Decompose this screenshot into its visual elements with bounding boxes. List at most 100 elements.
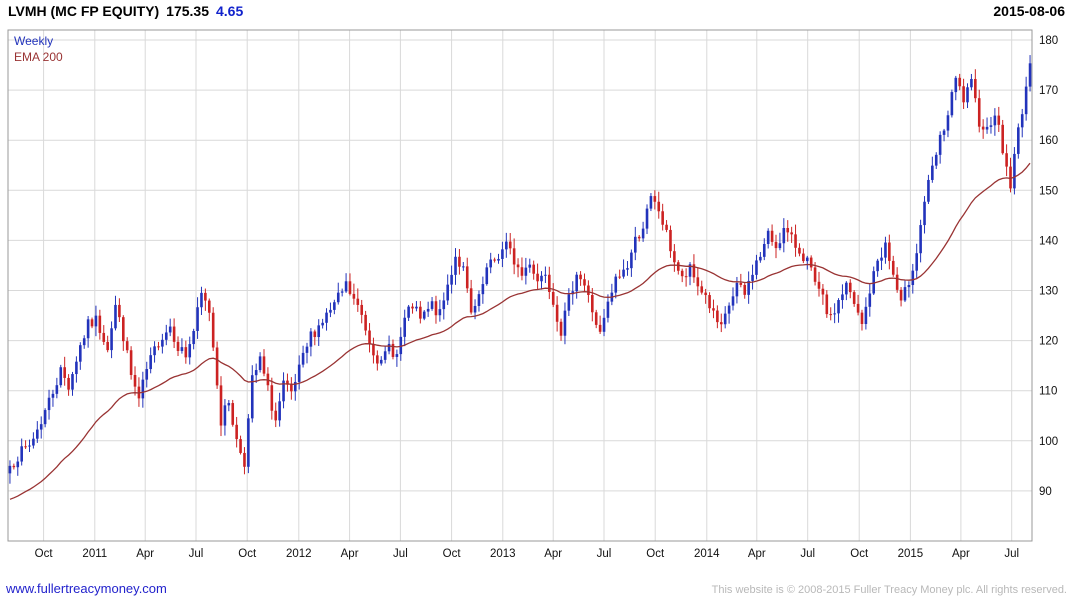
candle-body <box>270 385 274 411</box>
candle-body <box>188 344 192 358</box>
candle-body <box>477 294 481 306</box>
candle-body <box>8 465 12 474</box>
candle-body <box>934 154 938 166</box>
candle-body <box>387 343 391 352</box>
candle-body <box>497 258 500 261</box>
candle-body <box>696 277 700 287</box>
candle-body <box>149 355 152 370</box>
candle-body <box>641 228 645 239</box>
candle-body <box>993 115 997 126</box>
candle-body <box>852 292 856 304</box>
site-link[interactable]: www.fullertreacymoney.com <box>6 581 167 596</box>
candle-body <box>36 429 39 439</box>
y-axis-label: 130 <box>1039 286 1058 298</box>
candle-body <box>778 243 782 249</box>
candle-body <box>860 312 864 324</box>
candle-body <box>813 267 817 282</box>
candle-body <box>1013 153 1016 189</box>
legend-weekly-label: Weekly <box>14 34 54 48</box>
candle-body <box>704 292 707 296</box>
candle-body <box>32 438 35 446</box>
candle-body <box>313 331 317 338</box>
candle-body <box>215 347 219 386</box>
candle-body <box>825 294 829 315</box>
price-chart: 90 100 110 120 130 140 150 160 170 180 Oct 2011 Apr J… <box>7 29 1058 560</box>
candle-body <box>532 264 535 274</box>
candle-body <box>602 317 606 332</box>
candle-body <box>200 292 203 308</box>
candle-body <box>942 130 946 135</box>
candle-body <box>567 294 571 311</box>
candle-body <box>970 78 973 88</box>
candle-body <box>465 266 469 289</box>
candle-body <box>829 314 833 316</box>
candle-body <box>673 251 676 263</box>
candle-body <box>598 324 602 332</box>
candle-body <box>684 276 688 278</box>
candle-body <box>575 274 578 292</box>
candle-body <box>333 302 336 310</box>
candle-body <box>798 247 801 254</box>
candle-body <box>407 306 410 318</box>
candle-body <box>28 445 31 447</box>
candle-body <box>962 86 965 103</box>
candle-body <box>356 298 360 305</box>
candle-body <box>364 314 367 331</box>
candle-body <box>47 397 51 411</box>
candle-body <box>399 336 403 355</box>
candle-body <box>516 264 520 268</box>
candle-body <box>880 257 883 261</box>
candle-body <box>719 322 723 325</box>
candle-body <box>243 452 246 467</box>
candle-body <box>258 356 262 371</box>
candle-body <box>528 264 532 268</box>
candle-body <box>372 344 375 356</box>
candle-body <box>1020 114 1024 128</box>
x-axis-label: Apr <box>952 548 970 560</box>
candle-body <box>1001 124 1004 154</box>
candle-body <box>555 304 559 322</box>
candle-body <box>133 374 137 387</box>
candle-body <box>888 242 891 261</box>
candle-body <box>168 326 172 333</box>
candle-body <box>176 341 180 351</box>
candle-body <box>938 134 942 155</box>
candle-body <box>735 282 739 297</box>
candle-body <box>55 385 59 394</box>
candle-body <box>129 350 133 375</box>
candle-body <box>204 292 207 301</box>
candle-body <box>755 260 758 275</box>
ema-line <box>9 162 1031 500</box>
candle-body <box>430 301 434 309</box>
candle-body <box>974 78 977 99</box>
candle-body <box>24 446 27 448</box>
candle-body <box>469 288 473 313</box>
candle-body <box>544 274 547 276</box>
candle-body <box>524 267 528 276</box>
candle-body <box>39 424 43 430</box>
candle-body <box>262 356 266 374</box>
candle-body <box>94 315 98 327</box>
candle-body <box>219 385 223 426</box>
x-axis-label: Jul <box>597 548 612 560</box>
candle-body <box>207 300 211 313</box>
chart-date: 2015-08-06 <box>993 3 1065 19</box>
candle-body <box>419 306 422 319</box>
candle-body <box>676 262 680 271</box>
y-axis-label: 120 <box>1039 336 1058 348</box>
candle-body <box>540 275 543 282</box>
x-axis-label: 2014 <box>694 548 720 560</box>
candle-body <box>282 380 285 402</box>
candle-body <box>383 351 387 360</box>
candle-body <box>239 439 242 453</box>
candle-body <box>626 268 629 270</box>
candle-body <box>145 369 149 380</box>
candle-body <box>51 393 55 398</box>
candle-body <box>12 465 16 468</box>
candle-body <box>868 293 872 307</box>
candle-body <box>196 307 199 331</box>
candle-body <box>899 289 903 301</box>
candle-body <box>462 266 465 268</box>
candle-body <box>438 309 442 316</box>
candle-body <box>981 126 985 130</box>
